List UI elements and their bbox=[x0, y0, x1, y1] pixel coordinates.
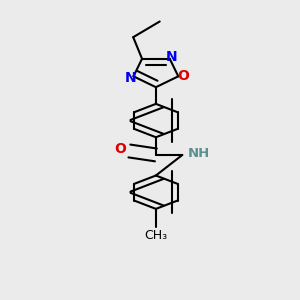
Text: N: N bbox=[165, 50, 177, 64]
Text: CH₃: CH₃ bbox=[144, 229, 167, 242]
Text: N: N bbox=[125, 71, 136, 85]
Text: NH: NH bbox=[188, 147, 210, 161]
Text: O: O bbox=[115, 142, 127, 156]
Text: O: O bbox=[177, 69, 189, 83]
